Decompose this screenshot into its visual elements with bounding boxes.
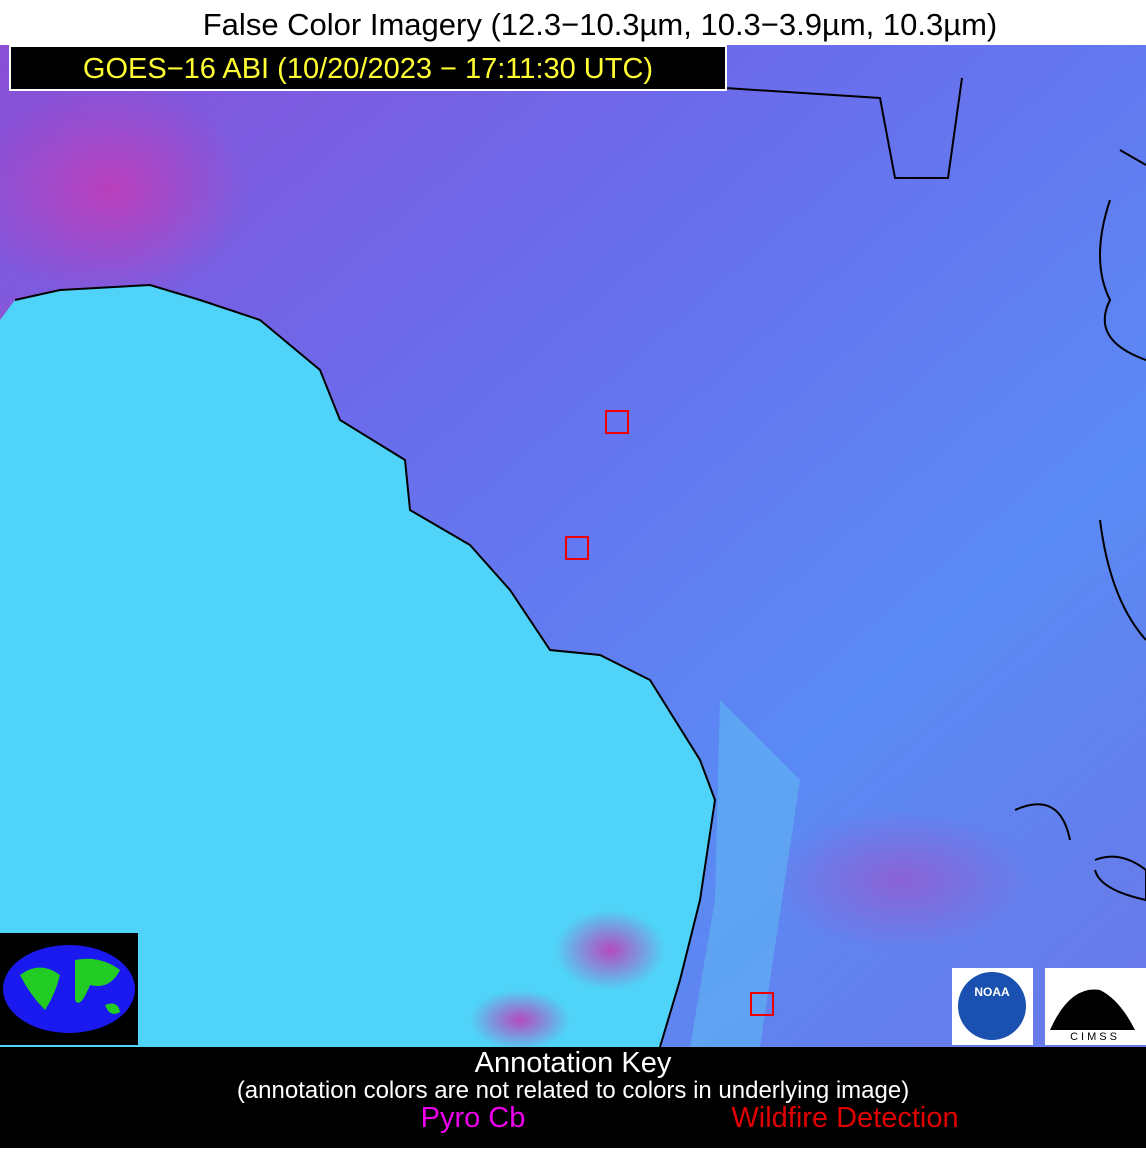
coastline bbox=[14, 283, 717, 1048]
legend-wildfire: Wildfire Detection bbox=[731, 1102, 958, 1134]
fire-box bbox=[750, 992, 774, 1016]
cimss-text: CIMSS bbox=[1070, 1031, 1120, 1043]
cloud bbox=[770, 810, 1030, 950]
annotation-note: (annotation colors are not related to co… bbox=[237, 1077, 909, 1104]
coastline bbox=[1014, 149, 1146, 902]
satellite-image bbox=[0, 45, 1146, 1050]
fire-box bbox=[565, 536, 589, 560]
title: False Color Imagery (12.3−10.3µm, 10.3−3… bbox=[203, 7, 998, 42]
legend-pyro-cb: Pyro Cb bbox=[421, 1102, 526, 1134]
noaa-emblem bbox=[958, 972, 1026, 1040]
subtitle: GOES−16 ABI (10/20/2023 − 17:11:30 UTC) bbox=[83, 53, 653, 85]
noaa-text: NOAA bbox=[974, 985, 1010, 999]
annotation-band bbox=[0, 1047, 1146, 1148]
subtitle-box bbox=[9, 45, 727, 91]
cloud bbox=[470, 990, 570, 1050]
water bbox=[0, 285, 715, 1047]
cloud bbox=[555, 910, 665, 990]
globe bbox=[3, 945, 135, 1033]
border bbox=[724, 77, 963, 179]
fire-box bbox=[605, 410, 629, 434]
continents bbox=[20, 958, 120, 1014]
annotation-title: Annotation Key bbox=[475, 1047, 672, 1079]
cimss-emblem bbox=[1050, 989, 1135, 1030]
water-shallow bbox=[690, 700, 800, 1047]
cloud bbox=[0, 80, 250, 300]
